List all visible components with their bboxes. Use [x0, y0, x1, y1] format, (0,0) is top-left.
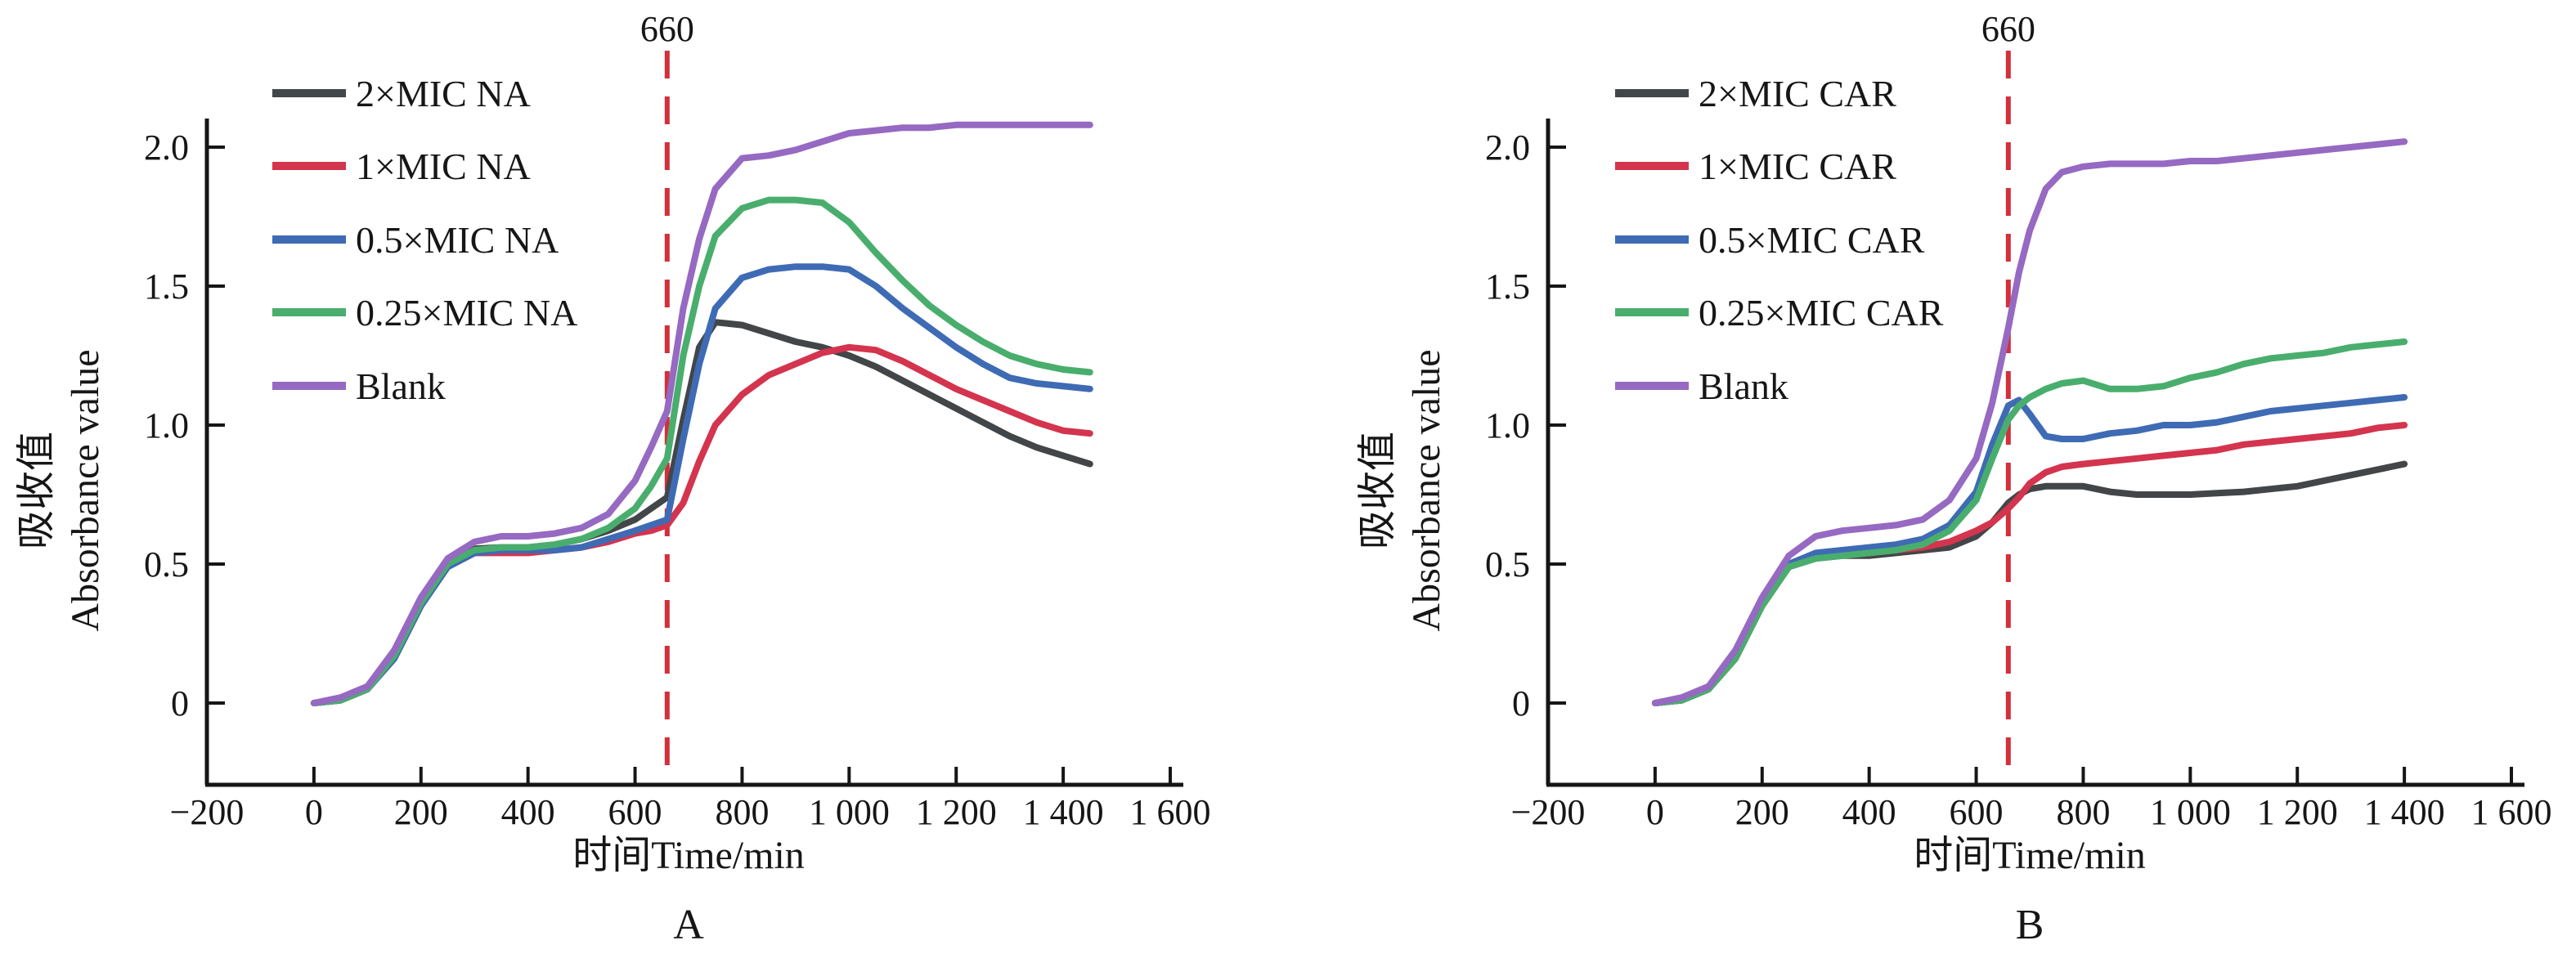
x-axis-title: 时间Time/min	[1914, 834, 2146, 877]
x-tick-label: 1 000	[2150, 792, 2231, 832]
series-line-0-25-mic-na	[310, 196, 1093, 706]
legend-label: 1×MIC CAR	[1699, 146, 1896, 187]
series-line-1-mic-car	[1651, 422, 2408, 706]
chart-svg-a: 660 −200 0 200 400 600 800 1 000 1 200 1 400 1 600…	[15, 9, 1211, 948]
x-axis-title: 时间Time/min	[572, 834, 805, 877]
legend-label: Blank	[356, 365, 446, 407]
legend-label: 2×MIC NA	[356, 73, 531, 114]
y-tick-label: 1.0	[144, 405, 189, 446]
x-tick-label: 1 200	[916, 792, 997, 832]
legend-label: 1×MIC NA	[356, 146, 531, 187]
legend-label: 0.25×MIC NA	[356, 292, 577, 334]
x-tick-label: 1 200	[2257, 792, 2338, 832]
x-tick-label: 400	[501, 792, 555, 832]
legend-label: Blank	[1699, 365, 1788, 407]
x-tick-label: 1 600	[2471, 792, 2552, 832]
panel-label: B	[2016, 902, 2044, 948]
y-tick-label: 0	[171, 683, 189, 723]
y-axis-title-cn: 吸收值	[1356, 432, 1399, 549]
x-tick-label: 0	[305, 792, 323, 832]
threshold-label: 660	[640, 9, 694, 49]
x-tick-label: 1 400	[2364, 792, 2445, 832]
x-tick-label: 200	[394, 792, 448, 832]
y-tick-label: 0	[1512, 683, 1530, 723]
y-tick-label: 1.5	[1485, 267, 1530, 307]
y-tick-label: 2.0	[144, 128, 189, 168]
x-tick-label: 1 000	[809, 792, 890, 832]
x-tick-label: −200	[1511, 792, 1586, 832]
chart-panel-a: 660 −200 0 200 400 600 800 1 000 1 200 1 400 1 600…	[15, 9, 1211, 948]
x-tick-label: 400	[1842, 792, 1896, 832]
y-axis-title-en: Absorbance value	[1405, 349, 1448, 631]
series-line-blank	[1651, 138, 2408, 706]
x-tick-label: 600	[1950, 792, 2004, 832]
chart-panel-b: 660 −200 0 200 400 600 800 1 000 1 200 1 400 1 600…	[1288, 0, 2576, 963]
series-line-0-25-mic-car	[1651, 338, 2408, 706]
y-axis-title-en: Absorbance value	[64, 349, 107, 631]
x-tick-label: 200	[1735, 792, 1789, 832]
x-tick-label: 800	[715, 792, 769, 832]
y-tick-label: 0.5	[144, 544, 189, 585]
series-line-blank	[310, 121, 1093, 706]
x-tick-label: 800	[2056, 792, 2110, 832]
chart-svg-b: 660 −200 0 200 400 600 800 1 000 1 200 1 400 1 600…	[1356, 9, 2552, 948]
legend-label: 0.5×MIC NA	[356, 219, 559, 261]
x-tick-label: 600	[608, 792, 662, 832]
y-tick-label: 1.5	[144, 267, 189, 307]
y-axis-title-cn: 吸收值	[15, 432, 58, 549]
panel-label: A	[673, 902, 704, 948]
legend-label: 2×MIC CAR	[1699, 73, 1896, 114]
x-tick-label: 1 400	[1023, 792, 1104, 832]
x-tick-label: 1 600	[1130, 792, 1211, 832]
y-tick-label: 2.0	[1485, 128, 1530, 168]
x-tick-label: 0	[1646, 792, 1664, 832]
legend-label: 0.5×MIC CAR	[1699, 219, 1925, 261]
series-line-0-5-mic-car	[1651, 394, 2408, 706]
y-tick-label: 1.0	[1485, 405, 1530, 446]
legend-label: 0.25×MIC CAR	[1699, 292, 1944, 334]
threshold-label: 660	[1981, 9, 2035, 49]
y-tick-label: 0.5	[1485, 544, 1530, 585]
x-tick-label: −200	[170, 792, 245, 832]
